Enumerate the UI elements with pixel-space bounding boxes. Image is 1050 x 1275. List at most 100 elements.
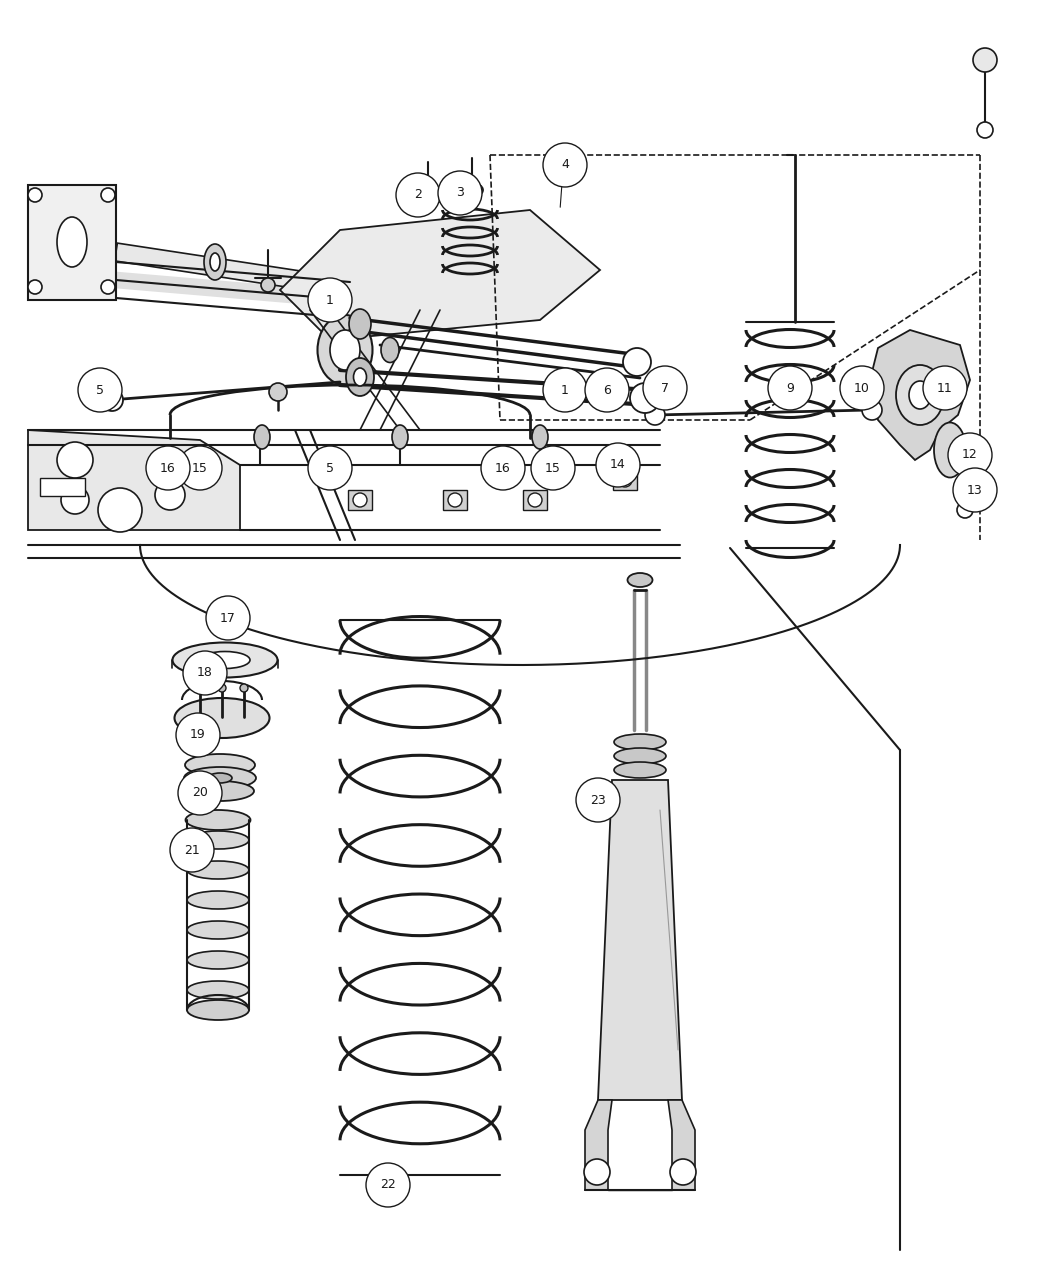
Text: 5: 5 [326,462,334,474]
Ellipse shape [187,980,249,1000]
Polygon shape [668,1100,695,1190]
Circle shape [101,389,123,411]
Circle shape [953,468,997,513]
Circle shape [183,652,227,695]
Ellipse shape [185,754,255,776]
Text: 6: 6 [603,384,611,397]
Text: 3: 3 [456,186,464,199]
Bar [348,490,372,510]
Bar [443,490,467,510]
Circle shape [543,143,587,187]
Ellipse shape [200,652,250,668]
Circle shape [196,683,204,692]
Text: 16: 16 [496,462,511,474]
Ellipse shape [187,891,249,909]
Text: 1: 1 [327,293,334,306]
Ellipse shape [381,338,399,362]
Ellipse shape [187,1000,249,1020]
Ellipse shape [317,315,373,385]
Circle shape [923,366,967,411]
Circle shape [618,473,632,487]
Text: 13: 13 [967,483,983,496]
Text: 2: 2 [414,189,422,201]
Text: 17: 17 [220,612,236,625]
Circle shape [269,382,287,402]
Circle shape [481,446,525,490]
Circle shape [57,442,93,478]
Circle shape [98,488,142,532]
Circle shape [957,502,973,518]
Circle shape [146,446,190,490]
Ellipse shape [416,186,444,204]
Circle shape [862,400,882,419]
Circle shape [217,612,233,629]
Circle shape [576,778,620,822]
Text: 14: 14 [610,459,626,472]
Circle shape [956,453,975,473]
Circle shape [623,348,651,376]
Circle shape [768,366,812,411]
Text: 9: 9 [786,381,794,394]
Circle shape [645,405,665,425]
Ellipse shape [184,768,256,789]
Ellipse shape [186,782,254,801]
Polygon shape [870,330,970,460]
Ellipse shape [934,422,966,478]
Text: 23: 23 [590,793,606,807]
Text: 16: 16 [160,462,176,474]
Ellipse shape [187,831,249,849]
Bar [40,478,85,496]
Circle shape [170,827,214,872]
Circle shape [101,187,116,201]
Ellipse shape [187,861,249,878]
Circle shape [630,382,660,413]
Circle shape [366,1163,410,1207]
Ellipse shape [628,572,652,586]
Circle shape [973,48,997,71]
Bar [28,185,116,300]
Ellipse shape [461,184,483,198]
Ellipse shape [187,951,249,969]
Circle shape [178,771,222,815]
Ellipse shape [909,381,931,409]
Polygon shape [585,1100,612,1190]
Ellipse shape [210,252,220,272]
Text: 7: 7 [662,381,669,394]
Ellipse shape [186,810,251,830]
Text: 11: 11 [937,381,953,394]
Bar [523,490,547,510]
Text: 1: 1 [561,384,569,397]
Circle shape [643,366,687,411]
Ellipse shape [614,734,666,750]
Circle shape [353,493,367,507]
Circle shape [948,434,992,477]
Circle shape [78,368,122,412]
Ellipse shape [532,425,548,449]
Ellipse shape [354,368,366,386]
Text: 4: 4 [561,158,569,172]
Ellipse shape [208,773,232,783]
Circle shape [528,493,542,507]
Circle shape [448,493,462,507]
Circle shape [840,366,884,411]
Circle shape [261,278,275,292]
Circle shape [543,368,587,412]
FancyArrow shape [114,244,348,296]
Polygon shape [598,780,683,1100]
Circle shape [396,173,440,217]
Text: 15: 15 [545,462,561,474]
Polygon shape [28,430,240,530]
Text: 15: 15 [192,462,208,474]
Circle shape [596,442,640,487]
Text: 19: 19 [190,728,206,742]
Circle shape [308,446,352,490]
Circle shape [176,713,220,757]
Ellipse shape [614,762,666,778]
Text: 20: 20 [192,787,208,799]
Circle shape [218,683,226,692]
Circle shape [438,171,482,215]
Ellipse shape [896,365,944,425]
Circle shape [28,280,42,295]
Text: 22: 22 [380,1178,396,1192]
Text: 10: 10 [854,381,870,394]
